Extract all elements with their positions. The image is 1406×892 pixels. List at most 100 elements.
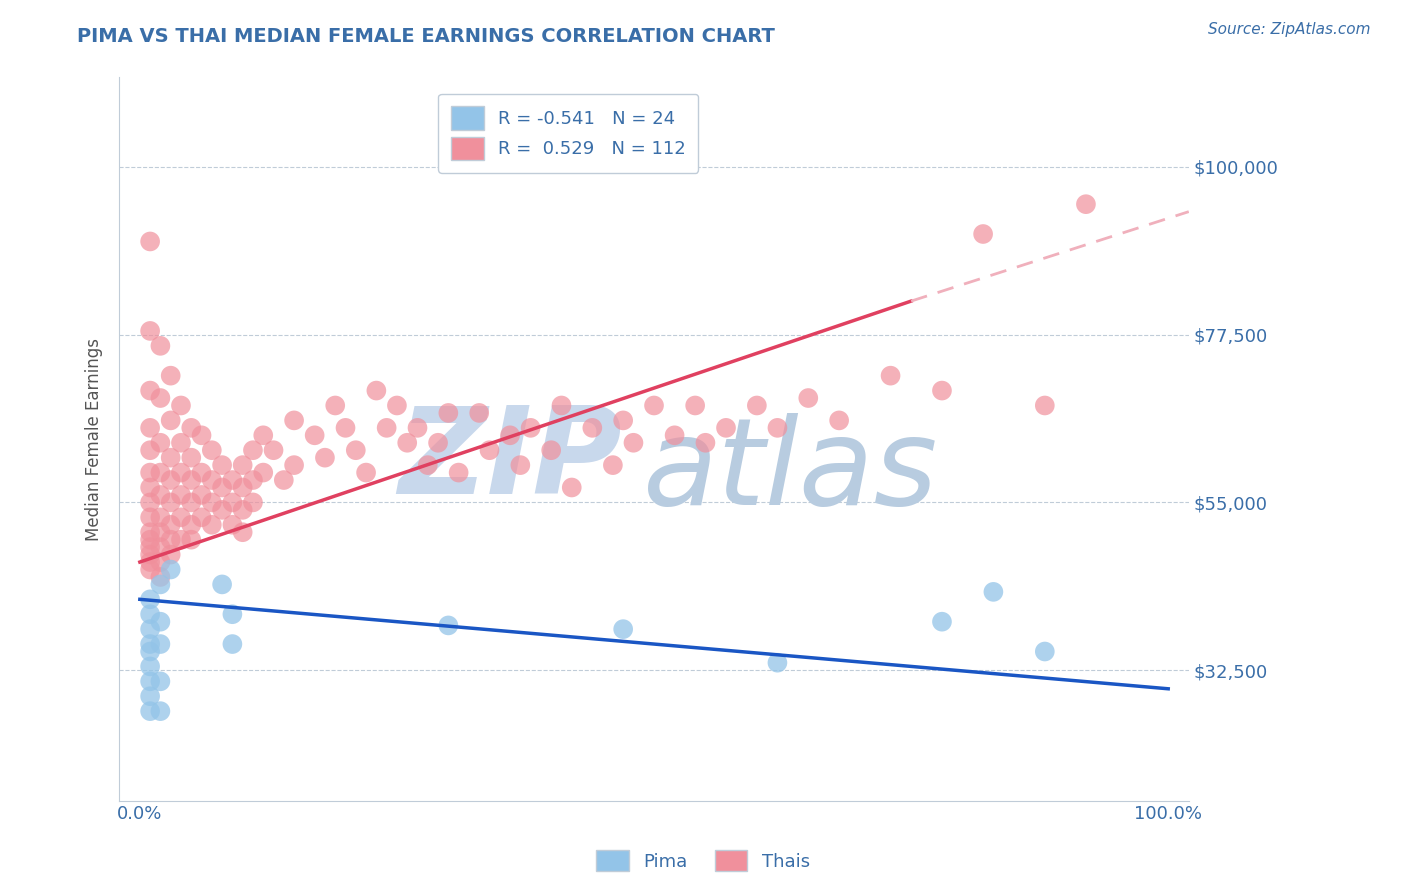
Point: [149, 488, 172, 502]
Point: [139, 235, 162, 249]
Point: [797, 391, 820, 405]
Point: [416, 458, 439, 472]
Point: [931, 615, 953, 629]
Point: [180, 450, 202, 465]
Point: [149, 615, 172, 629]
Point: [139, 540, 162, 554]
Point: [211, 458, 233, 472]
Point: [201, 443, 224, 458]
Point: [766, 421, 789, 435]
Point: [304, 428, 326, 442]
Point: [139, 592, 162, 607]
Point: [931, 384, 953, 398]
Point: [139, 384, 162, 398]
Point: [695, 435, 717, 450]
Legend: R = -0.541   N = 24, R =  0.529   N = 112: R = -0.541 N = 24, R = 0.529 N = 112: [439, 94, 699, 173]
Point: [170, 488, 193, 502]
Point: [149, 525, 172, 540]
Point: [273, 473, 295, 487]
Point: [180, 533, 202, 547]
Point: [1074, 197, 1097, 211]
Point: [139, 674, 162, 689]
Point: [170, 533, 193, 547]
Point: [170, 510, 193, 524]
Point: [221, 473, 243, 487]
Point: [252, 428, 274, 442]
Point: [149, 577, 172, 591]
Point: [159, 562, 181, 576]
Point: [664, 428, 686, 442]
Point: [540, 443, 562, 458]
Point: [232, 458, 254, 472]
Point: [983, 585, 1005, 599]
Point: [139, 659, 162, 673]
Point: [159, 368, 181, 383]
Point: [335, 421, 357, 435]
Point: [354, 466, 377, 480]
Point: [180, 421, 202, 435]
Point: [828, 413, 851, 427]
Point: [190, 428, 212, 442]
Point: [139, 421, 162, 435]
Point: [139, 607, 162, 622]
Point: [139, 690, 162, 704]
Point: [437, 406, 460, 420]
Point: [149, 510, 172, 524]
Point: [211, 481, 233, 495]
Point: [170, 466, 193, 480]
Point: [232, 481, 254, 495]
Point: [211, 577, 233, 591]
Point: [766, 656, 789, 670]
Point: [139, 466, 162, 480]
Point: [581, 421, 603, 435]
Point: [385, 399, 408, 413]
Point: [139, 562, 162, 576]
Point: [468, 406, 491, 420]
Point: [139, 510, 162, 524]
Point: [190, 466, 212, 480]
Point: [180, 495, 202, 509]
Point: [190, 488, 212, 502]
Point: [159, 413, 181, 427]
Point: [283, 413, 305, 427]
Point: [170, 435, 193, 450]
Point: [139, 324, 162, 338]
Point: [139, 548, 162, 562]
Point: [509, 458, 531, 472]
Point: [643, 399, 665, 413]
Point: [221, 495, 243, 509]
Point: [149, 637, 172, 651]
Point: [745, 399, 768, 413]
Point: [159, 450, 181, 465]
Point: [149, 391, 172, 405]
Point: [602, 458, 624, 472]
Point: [159, 517, 181, 532]
Point: [344, 443, 367, 458]
Point: [139, 704, 162, 718]
Text: atlas: atlas: [644, 413, 939, 530]
Point: [211, 503, 233, 517]
Point: [149, 704, 172, 718]
Point: [612, 413, 634, 427]
Point: [139, 525, 162, 540]
Point: [623, 435, 645, 450]
Point: [242, 443, 264, 458]
Point: [201, 473, 224, 487]
Point: [242, 495, 264, 509]
Point: [180, 473, 202, 487]
Point: [159, 533, 181, 547]
Point: [170, 399, 193, 413]
Point: [375, 421, 398, 435]
Point: [252, 466, 274, 480]
Point: [232, 503, 254, 517]
Point: [201, 517, 224, 532]
Point: [427, 435, 450, 450]
Point: [139, 443, 162, 458]
Point: [139, 533, 162, 547]
Point: [149, 674, 172, 689]
Point: [550, 399, 572, 413]
Point: [519, 421, 541, 435]
Text: ZIP: ZIP: [398, 402, 621, 519]
Point: [366, 384, 388, 398]
Point: [149, 555, 172, 569]
